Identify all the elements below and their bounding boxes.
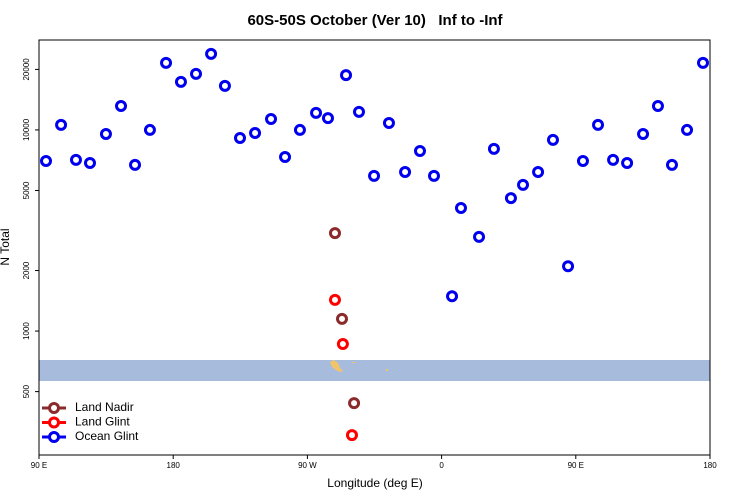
point — [328, 293, 341, 306]
point — [348, 397, 361, 410]
point — [665, 158, 678, 171]
point — [40, 154, 53, 167]
point — [69, 153, 82, 166]
point — [368, 169, 381, 182]
point — [129, 158, 142, 171]
point — [399, 165, 412, 178]
point — [562, 260, 575, 273]
point — [160, 56, 173, 69]
point — [621, 156, 634, 169]
y-tick-label: 20000 — [22, 58, 31, 81]
x-tick-label: 180 — [167, 461, 181, 470]
legend-marker — [48, 402, 60, 414]
point — [651, 99, 664, 112]
legend-label: Ocean Glint — [75, 429, 139, 443]
x-tick-label: 0 — [439, 461, 444, 470]
point — [328, 227, 341, 240]
point — [310, 106, 323, 119]
point — [504, 192, 517, 205]
map-strip — [39, 360, 710, 381]
point — [592, 118, 605, 131]
point — [234, 131, 247, 144]
point — [174, 75, 187, 88]
point — [696, 56, 709, 69]
x-tick-label: 180 — [703, 461, 717, 470]
point — [446, 290, 459, 303]
legend-label: Land Glint — [75, 415, 130, 429]
legend-marker — [48, 416, 60, 429]
y-tick-label: 5000 — [22, 181, 31, 199]
point — [546, 133, 559, 146]
point — [352, 105, 365, 118]
plot-frame — [38, 39, 711, 456]
point — [340, 69, 353, 82]
legend-label: Land Nadir — [75, 400, 134, 414]
y-axis-label: N Total — [0, 228, 12, 265]
point — [681, 123, 694, 136]
y-tick-label: 10000 — [22, 118, 31, 141]
point — [532, 165, 545, 178]
x-tick-label: 90 E — [568, 461, 584, 470]
point — [382, 116, 395, 129]
point — [218, 79, 231, 92]
x-tick-label: 90 E — [31, 461, 47, 470]
point — [265, 112, 278, 125]
x-tick-label: 90 W — [298, 461, 317, 470]
point — [321, 112, 334, 125]
point — [143, 123, 156, 136]
point — [454, 202, 467, 215]
point — [607, 153, 620, 166]
point — [279, 150, 292, 163]
point — [83, 156, 96, 169]
chart-title: 60S-50S October (Ver 10) Inf to -Inf — [247, 12, 503, 29]
point — [517, 178, 530, 191]
point — [336, 338, 349, 351]
point — [249, 126, 262, 139]
point — [576, 154, 589, 167]
point — [99, 127, 112, 140]
point — [55, 118, 68, 131]
point — [345, 429, 358, 442]
legend-marker — [48, 431, 60, 443]
point — [413, 144, 426, 157]
y-tick-label: 1000 — [22, 322, 31, 340]
x-axis-label: Longitude (deg E) — [327, 476, 422, 490]
y-tick-label: 2000 — [22, 261, 31, 279]
point — [335, 312, 348, 325]
point — [473, 230, 486, 243]
point — [115, 99, 128, 112]
point — [637, 127, 650, 140]
point — [190, 67, 203, 80]
point — [293, 123, 306, 136]
point — [487, 142, 500, 155]
y-tick-label: 500 — [22, 384, 31, 398]
point — [205, 47, 218, 60]
point — [427, 169, 440, 182]
